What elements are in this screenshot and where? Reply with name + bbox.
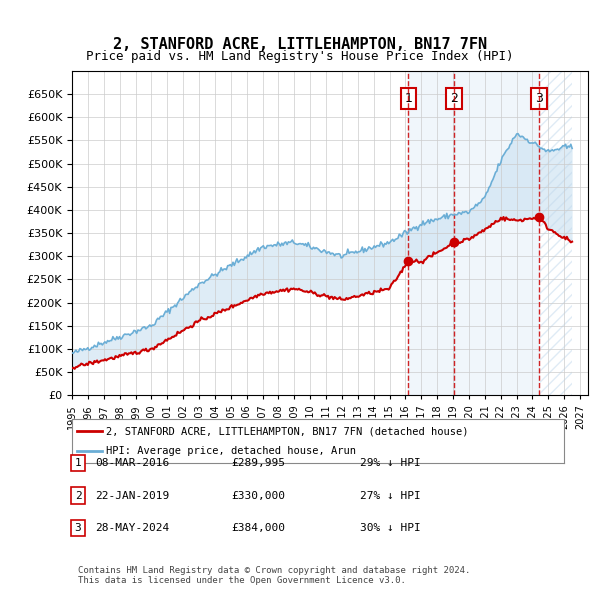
Text: 2, STANFORD ACRE, LITTLEHAMPTON, BN17 7FN: 2, STANFORD ACRE, LITTLEHAMPTON, BN17 7F…: [113, 37, 487, 52]
Text: 28-MAY-2024: 28-MAY-2024: [95, 523, 169, 533]
Text: Contains HM Land Registry data © Crown copyright and database right 2024.
This d: Contains HM Land Registry data © Crown c…: [78, 566, 470, 585]
Text: 3: 3: [535, 92, 543, 105]
Text: 27% ↓ HPI: 27% ↓ HPI: [359, 491, 421, 500]
Text: HPI: Average price, detached house, Arun: HPI: Average price, detached house, Arun: [106, 446, 356, 455]
Text: 29% ↓ HPI: 29% ↓ HPI: [359, 458, 421, 468]
Text: 3: 3: [74, 523, 82, 533]
Text: 2: 2: [450, 92, 458, 105]
Text: £330,000: £330,000: [231, 491, 285, 500]
Text: 1: 1: [74, 458, 82, 468]
Text: 2, STANFORD ACRE, LITTLEHAMPTON, BN17 7FN (detached house): 2, STANFORD ACRE, LITTLEHAMPTON, BN17 7F…: [106, 427, 469, 436]
Text: 1: 1: [404, 92, 412, 105]
Bar: [454, 71, 539, 395]
Bar: [409, 71, 454, 395]
Text: 08-MAR-2016: 08-MAR-2016: [95, 458, 169, 468]
Text: Price paid vs. HM Land Registry's House Price Index (HPI): Price paid vs. HM Land Registry's House …: [86, 50, 514, 63]
Text: 22-JAN-2019: 22-JAN-2019: [95, 491, 169, 500]
Text: 30% ↓ HPI: 30% ↓ HPI: [359, 523, 421, 533]
Text: £384,000: £384,000: [231, 523, 285, 533]
Text: £289,995: £289,995: [231, 458, 285, 468]
Text: 2: 2: [74, 491, 82, 500]
